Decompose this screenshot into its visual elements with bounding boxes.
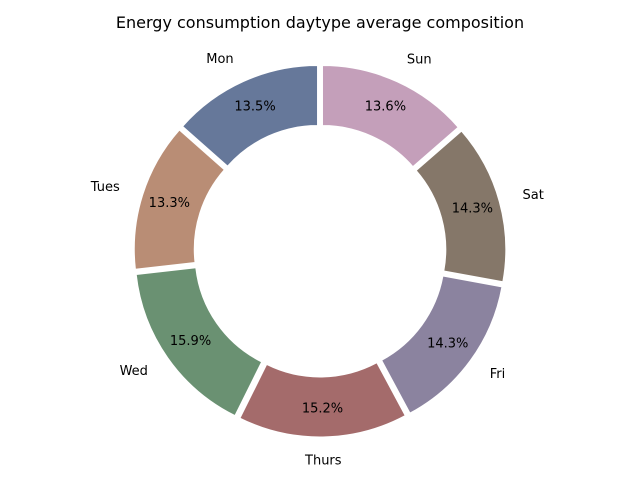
value-label-thurs: 15.2% xyxy=(302,401,343,416)
slice-wed xyxy=(135,267,263,417)
slice-sun xyxy=(321,65,459,168)
category-label-sun: Sun xyxy=(407,52,432,67)
value-label-sat: 14.3% xyxy=(452,202,493,217)
slice-fri xyxy=(380,275,503,414)
category-label-sat: Sat xyxy=(522,188,543,203)
category-label-mon: Mon xyxy=(206,52,233,67)
slice-thurs xyxy=(239,362,406,438)
category-label-group: Mon Tues Wed Thurs Fri Sat Sun xyxy=(90,52,544,468)
slice-tues xyxy=(133,129,226,270)
value-label-wed: 15.9% xyxy=(170,334,211,349)
category-label-tues: Tues xyxy=(90,180,120,195)
chart-title: Energy consumption daytype average compo… xyxy=(116,13,524,32)
value-label-tues: 13.3% xyxy=(149,196,190,211)
category-label-fri: Fri xyxy=(490,367,506,382)
slice-sat xyxy=(415,130,507,283)
slice-mon xyxy=(181,65,319,167)
value-label-sun: 13.6% xyxy=(365,100,406,115)
value-label-group: 13.5% 13.3% 15.9% 15.2% 14.3% 14.3% 13.6% xyxy=(149,99,493,416)
category-label-thurs: Thurs xyxy=(304,453,342,468)
value-label-mon: 13.5% xyxy=(234,99,275,114)
value-label-fri: 14.3% xyxy=(427,336,468,351)
category-label-wed: Wed xyxy=(120,364,148,379)
slice-group xyxy=(133,65,507,438)
